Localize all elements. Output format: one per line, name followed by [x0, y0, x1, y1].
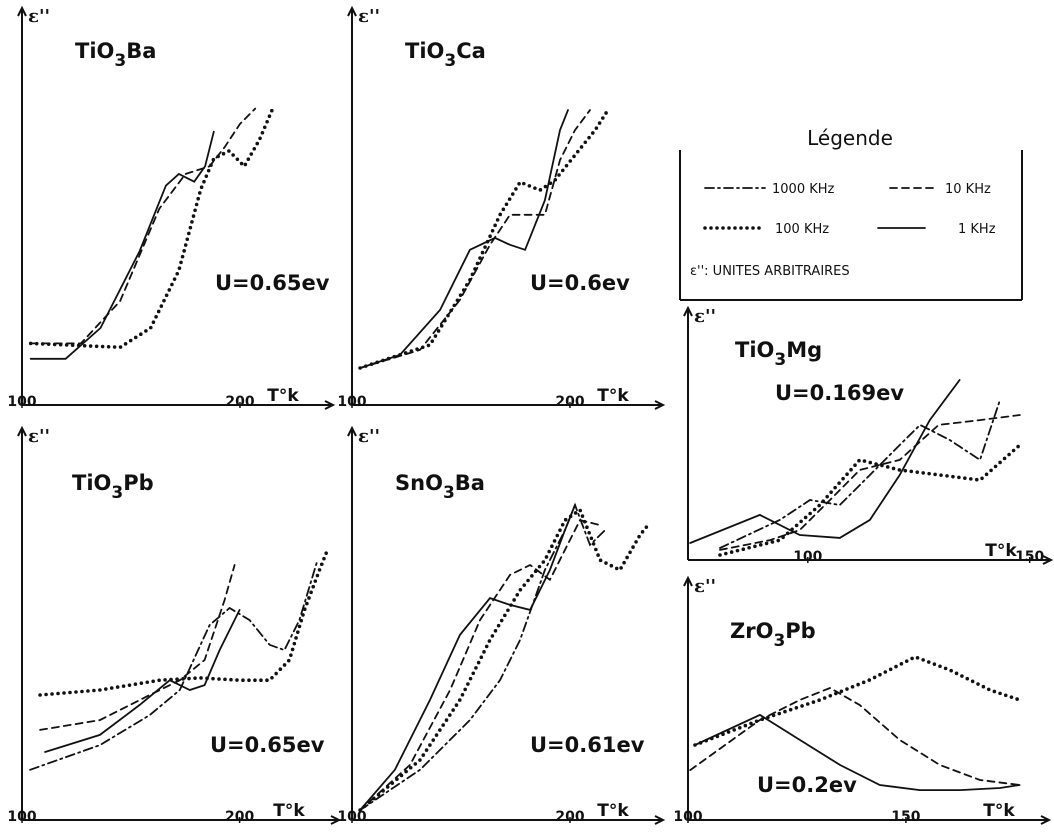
legend-note: ε'': UNITES ARBITRAIRES [690, 264, 850, 279]
annotation: U=0.169ev [775, 381, 904, 405]
x-tick-label: 200 [555, 394, 584, 410]
axis [688, 555, 1054, 565]
series-line [358, 108, 610, 370]
x-tick-label: 200 [555, 809, 584, 825]
series-line [29, 559, 319, 771]
series-line [359, 109, 569, 369]
x-axis-label: T°k [983, 801, 1015, 821]
axis [683, 575, 693, 820]
x-tick-label: 100 [7, 394, 36, 410]
y-axis-label: ε'' [28, 426, 50, 447]
x-axis-label: T°k [597, 801, 629, 821]
series-line [719, 414, 1021, 551]
axis [352, 400, 666, 410]
axis [347, 5, 357, 405]
chart-title: ZrO3Pb [730, 619, 816, 651]
series-line [359, 502, 606, 811]
legend-title: Légende [807, 126, 893, 150]
x-tick-label: 150 [891, 809, 920, 825]
y-axis-label: ε'' [358, 6, 380, 27]
axis [683, 305, 693, 560]
x-tick-label: 100 [673, 809, 702, 825]
annotation: U=0.65ev [210, 733, 325, 757]
series-line [694, 713, 1021, 791]
series-line [689, 379, 961, 544]
axis [347, 425, 357, 820]
annotation: U=0.2ev [757, 773, 857, 797]
y-axis-label: ε'' [358, 426, 380, 447]
x-tick-label: 200 [225, 394, 254, 410]
series-line [718, 443, 1022, 557]
series-line [44, 609, 241, 753]
axis [22, 815, 342, 825]
chart-title: TiO3Ba [75, 39, 156, 71]
axis [22, 400, 336, 410]
series-line [359, 519, 601, 811]
series-line [38, 548, 330, 697]
series-line [689, 687, 1021, 786]
x-axis-label: T°k [597, 386, 629, 406]
annotation: U=0.65ev [215, 271, 330, 295]
axis [688, 815, 1052, 825]
axis [17, 425, 27, 820]
series-line [719, 399, 1001, 549]
x-tick-label: 200 [225, 809, 254, 825]
x-tick-label: 150 [1015, 549, 1044, 565]
chart-title: TiO3Mg [735, 338, 822, 370]
legend-label: 1000 KHz [772, 182, 835, 197]
x-axis-label: T°k [267, 386, 299, 406]
y-axis-label: ε'' [28, 6, 50, 27]
annotation: U=0.6ev [530, 271, 630, 295]
x-tick-label: 100 [793, 549, 822, 565]
x-tick-label: 100 [7, 809, 36, 825]
x-axis-label: T°k [985, 541, 1017, 561]
series-line [28, 106, 275, 350]
axis [17, 5, 27, 405]
legend-label: 1 KHz [958, 222, 996, 237]
series-line [358, 507, 650, 812]
axis [352, 815, 666, 825]
x-tick-label: 100 [337, 394, 366, 410]
chart-title: SnO3Ba [395, 471, 485, 503]
legend-label: 100 KHz [775, 222, 829, 237]
series-line [39, 564, 236, 731]
series-line [29, 130, 215, 360]
series-line [359, 109, 591, 369]
chart-title: TiO3Pb [72, 471, 154, 503]
y-axis-label: ε'' [694, 306, 716, 327]
x-tick-label: 100 [337, 809, 366, 825]
x-axis-label: T°k [273, 801, 305, 821]
y-axis-label: ε'' [694, 576, 716, 597]
series-line [29, 107, 257, 345]
series-line [693, 654, 1022, 747]
series-line [359, 504, 576, 811]
annotation: U=0.61ev [530, 733, 645, 757]
legend-label: 10 KHz [945, 182, 991, 197]
chart-title: TiO3Ca [405, 39, 486, 71]
